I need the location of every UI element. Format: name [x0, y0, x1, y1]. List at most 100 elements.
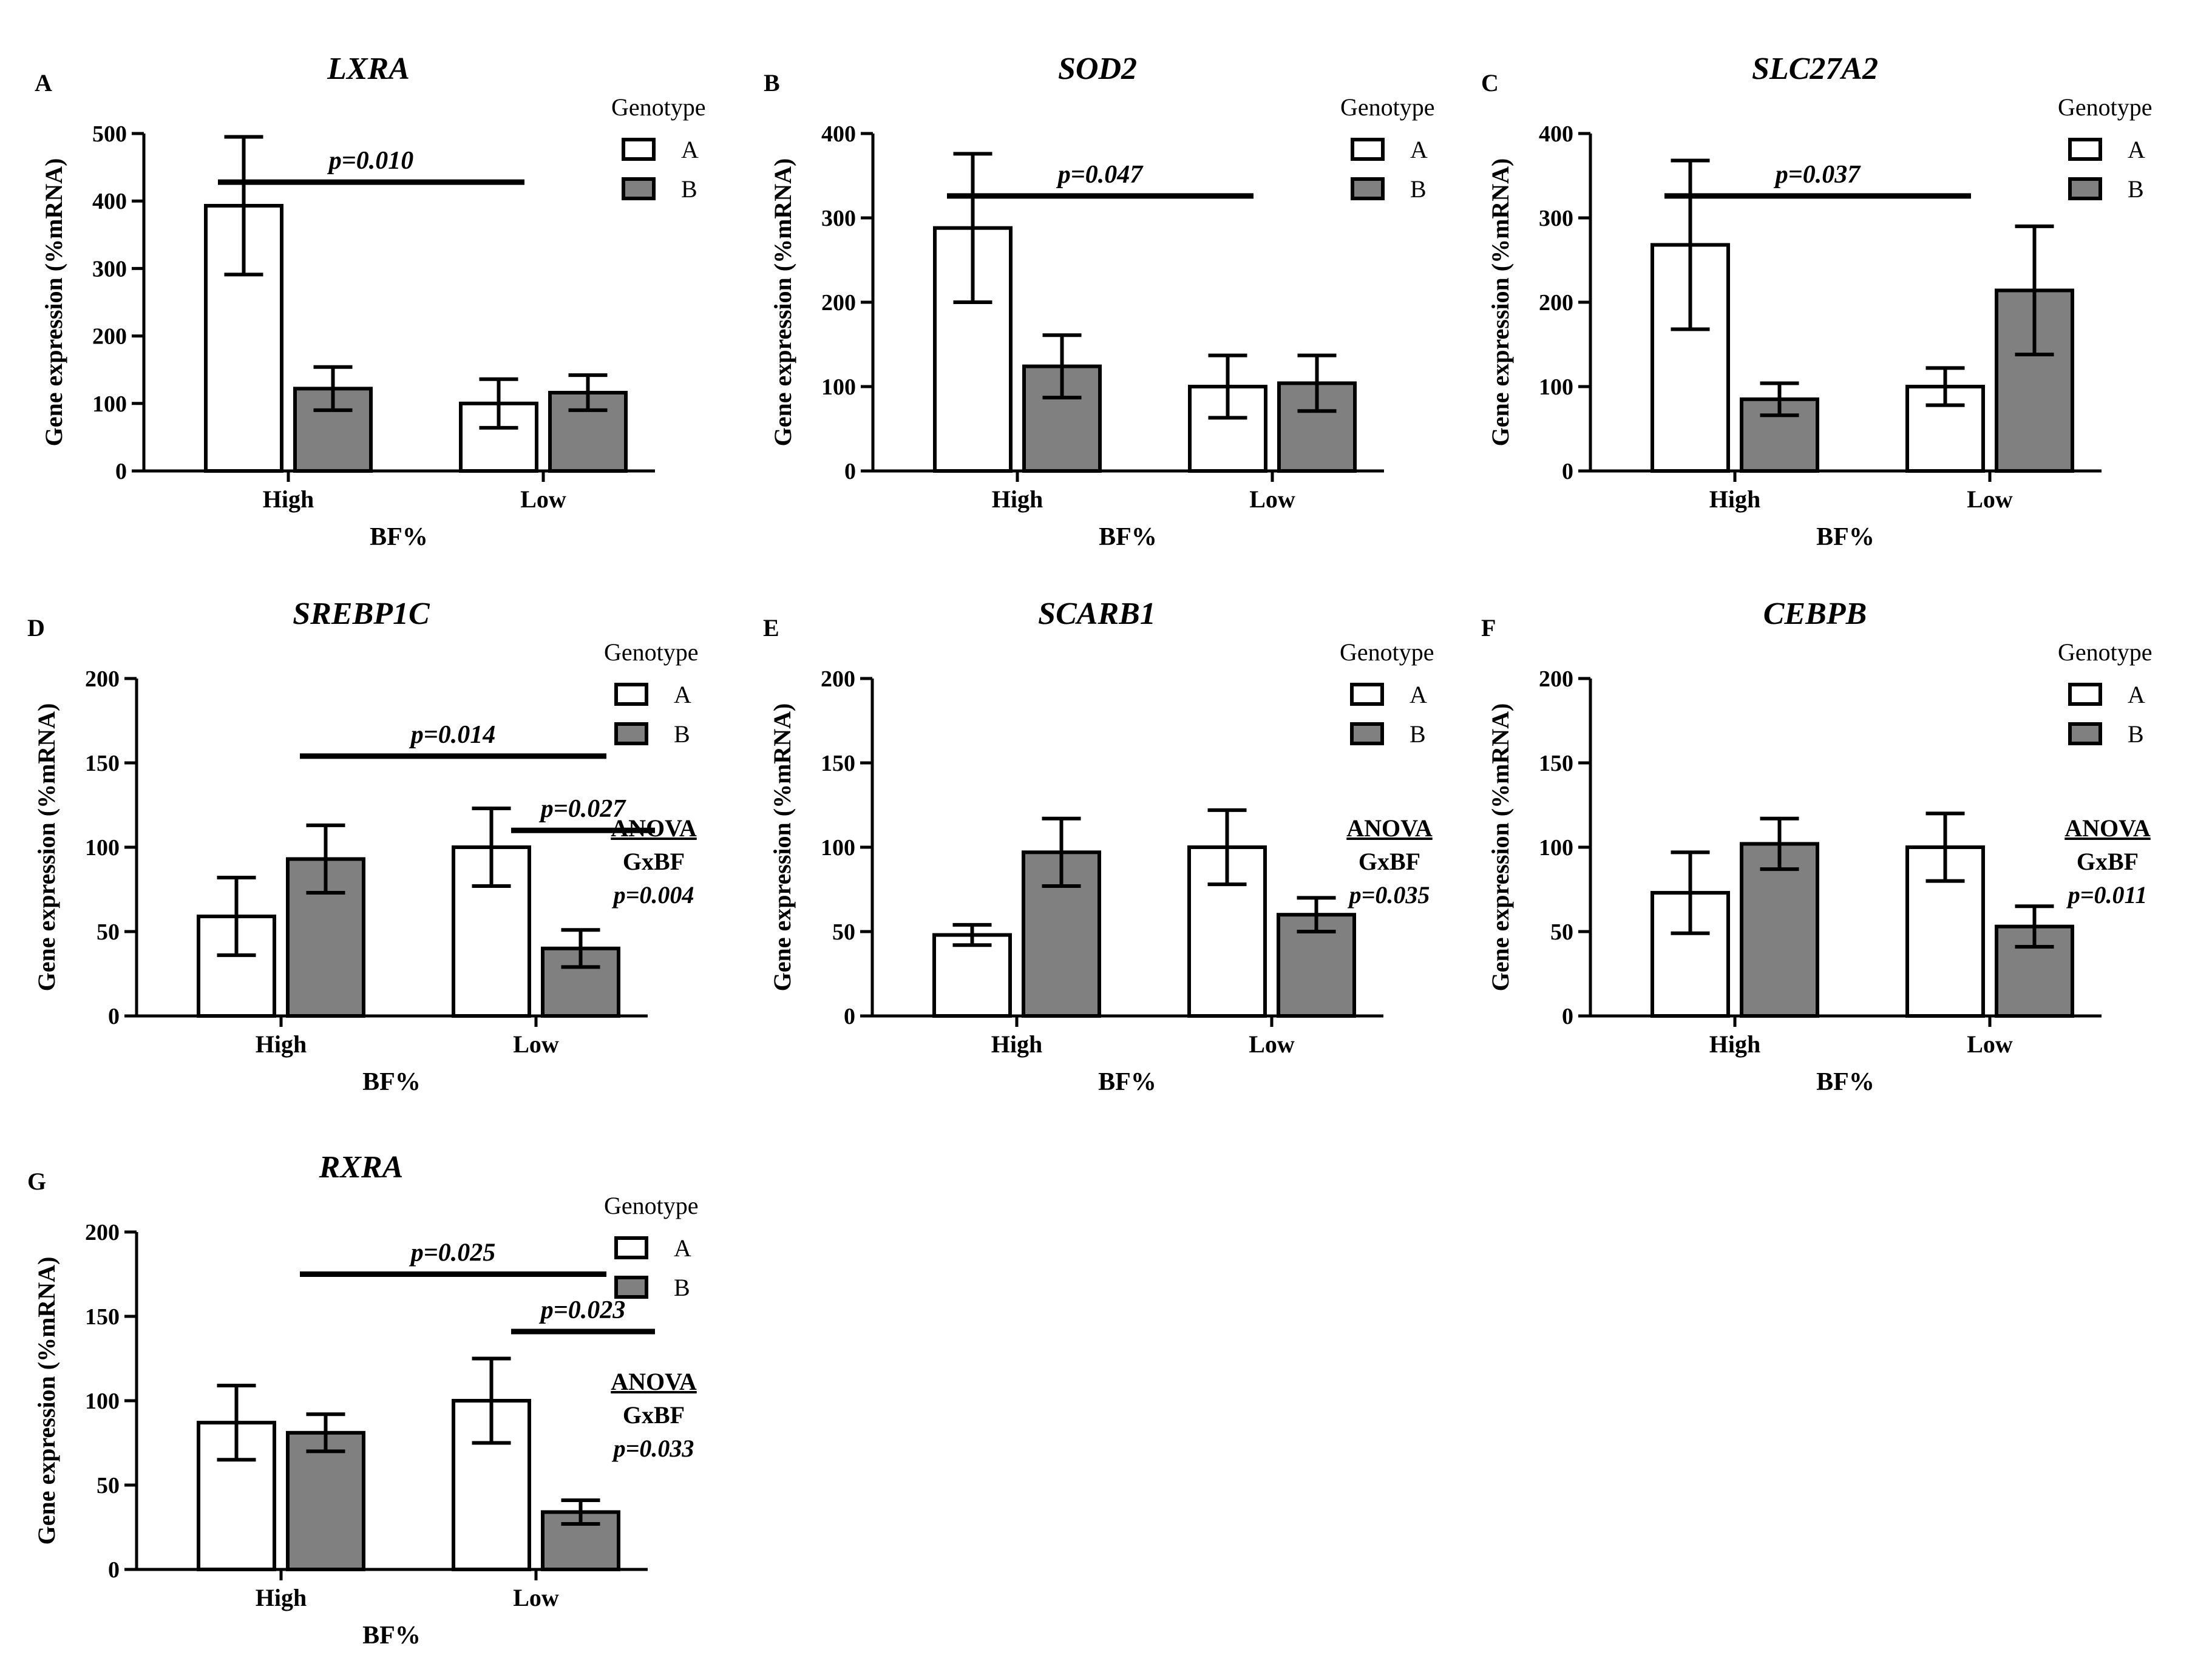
y-tick-label: 400 [1539, 121, 1573, 147]
anova-p-value: p=0.035 [1348, 881, 1430, 909]
anova-p-value: p=0.004 [612, 881, 694, 909]
panel-c: C SLC27A2 0 100 200 300 400 High Low BF% Gene expr… [1481, 52, 2153, 551]
anova-term: GxBF [623, 848, 685, 875]
panel-letter: B [764, 69, 780, 96]
legend-swatch-a [2068, 138, 2102, 161]
panel-letter: E [763, 614, 779, 641]
x-tick-label: Low [513, 1031, 559, 1058]
panel-letter: D [27, 614, 45, 641]
anova-term: GxBF [1359, 848, 1420, 875]
panel-letter: G [27, 1168, 46, 1195]
x-axis-label: BF% [1098, 1068, 1156, 1096]
legend-swatch-b [622, 177, 656, 200]
y-tick-label: 100 [92, 391, 127, 417]
significance-label: p=0.010 [327, 147, 413, 175]
y-tick-label: 50 [97, 1473, 120, 1498]
y-axis-label: Gene expression (%mRNA) [33, 703, 60, 992]
y-axis-label: Gene expression (%mRNA) [1487, 158, 1514, 447]
x-tick-label: High [992, 486, 1043, 513]
y-tick-label: 50 [97, 919, 120, 945]
panel-f: F CEBPB 0 50 100 150 200 High Low BF% Gene express… [1481, 597, 2153, 1096]
legend-swatch-a [1351, 138, 1385, 161]
anova-heading: ANOVA [2064, 814, 2151, 842]
y-axis-label: Gene expression (%mRNA) [40, 158, 67, 447]
panel-g: G RXRA 0 50 100 150 200 High Low BF% Gene expressi… [27, 1150, 699, 1650]
panel-d: D SREBP1C 0 50 100 150 200 High Low BF% Gene expre… [27, 597, 699, 1096]
anova-p-value: p=0.011 [2066, 881, 2148, 909]
chart-title: SREBP1C [293, 597, 430, 631]
x-axis-label: BF% [1099, 523, 1157, 551]
y-tick-label: 300 [821, 206, 856, 231]
legend-swatch-b [614, 1276, 648, 1299]
y-tick-label: 0 [1562, 459, 1573, 484]
legend-entry-b: B [681, 175, 697, 203]
bar-genotype-b-high [293, 387, 373, 473]
significance-label: p=0.047 [1056, 161, 1144, 189]
anova-heading: ANOVA [611, 1368, 697, 1395]
y-tick-label: 200 [92, 324, 127, 350]
x-tick-label: High [256, 1584, 307, 1611]
x-tick-label: Low [1967, 486, 2013, 513]
anova-term: GxBF [2077, 848, 2139, 875]
y-tick-label: 100 [821, 374, 856, 400]
legend-entry-a: A [674, 681, 691, 708]
y-tick-label: 50 [832, 919, 855, 945]
anova-heading: ANOVA [611, 814, 697, 842]
chart-title: SCARB1 [1038, 597, 1156, 631]
x-tick-label: Low [520, 486, 566, 513]
legend-entry-a: A [674, 1234, 691, 1262]
legend-title: Genotype [2058, 93, 2153, 121]
legend-entry-a: A [1410, 681, 1427, 708]
y-tick-label: 150 [85, 751, 120, 776]
legend-entry-b: B [674, 1274, 690, 1301]
legend-swatch-a [1350, 683, 1384, 706]
y-tick-label: 100 [821, 835, 855, 861]
y-tick-label: 150 [821, 751, 855, 776]
legend-title: Genotype [604, 1192, 699, 1219]
y-tick-label: 100 [85, 1389, 120, 1414]
legend-swatch-a [622, 138, 656, 161]
significance-label: p=0.027 [539, 795, 626, 823]
y-tick-label: 0 [108, 1557, 120, 1583]
y-tick-label: 0 [108, 1004, 120, 1029]
y-tick-label: 100 [1539, 835, 1573, 861]
legend-title: Genotype [2058, 638, 2153, 666]
panel-letter: C [1481, 69, 1499, 96]
y-tick-label: 50 [1550, 919, 1573, 945]
y-axis-label: Gene expression (%mRNA) [33, 1257, 60, 1545]
x-tick-label: High [256, 1031, 307, 1058]
legend-swatch-b [2068, 177, 2102, 200]
y-tick-label: 100 [1539, 374, 1573, 400]
legend-title: Genotype [1340, 93, 1435, 121]
panel-b: B SOD2 0 100 200 300 400 High Low BF% Gene express… [764, 52, 1435, 551]
x-axis-label: BF% [362, 1068, 421, 1096]
legend-entry-b: B [1410, 175, 1427, 203]
legend-title: Genotype [1340, 638, 1434, 666]
legend-swatch-a [614, 1236, 648, 1259]
x-tick-label: Low [1249, 1031, 1295, 1058]
y-tick-label: 300 [92, 256, 127, 282]
legend-swatch-b [1350, 722, 1384, 745]
panel-e: E SCARB1 0 50 100 150 200 High Low BF% Gene expres… [763, 597, 1434, 1096]
bar-genotype-a-high [932, 933, 1012, 1018]
significance-label: p=0.023 [539, 1296, 625, 1324]
chart-title: SOD2 [1058, 52, 1137, 86]
legend-entry-a: A [681, 136, 699, 163]
x-axis-label: BF% [362, 1622, 421, 1650]
panel-letter: A [35, 69, 52, 96]
x-tick-label: High [263, 486, 314, 513]
y-tick-label: 0 [1562, 1004, 1573, 1029]
x-axis-label: BF% [370, 523, 428, 551]
y-tick-label: 200 [1539, 666, 1573, 692]
y-axis-label: Gene expression (%mRNA) [769, 158, 796, 447]
panel-letter: F [1481, 614, 1496, 641]
legend-entry-b: B [2128, 720, 2144, 748]
anova-term: GxBF [623, 1401, 685, 1429]
anova-p-value: p=0.033 [612, 1435, 694, 1462]
y-tick-label: 100 [85, 835, 120, 861]
x-tick-label: High [1709, 486, 1760, 513]
bar-genotype-a-low [1905, 845, 1985, 1018]
y-tick-label: 0 [844, 1004, 855, 1029]
x-tick-label: High [1709, 1031, 1760, 1058]
